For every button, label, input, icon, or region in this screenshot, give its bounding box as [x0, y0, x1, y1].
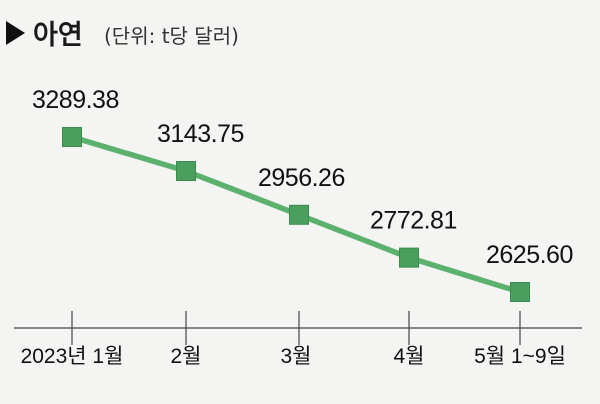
data-label-3: 2772.81 [370, 207, 457, 235]
x-tick-label-1: 2월 [171, 345, 202, 368]
chart-title: 아연 [33, 20, 83, 51]
x-tick-label-0: 2023년 1월 [21, 345, 124, 368]
data-point-0 [62, 127, 82, 147]
data-label-4: 2625.60 [486, 241, 573, 269]
data-point-4 [510, 282, 530, 302]
data-point-1 [176, 161, 196, 182]
x-tick-label-3: 4월 [394, 345, 425, 368]
plot-layer: 3289.38 3143.75 2956.26 2772.81 2625.60 2023년… [21, 86, 574, 368]
chart-unit: (단위: t당 달러) [104, 24, 239, 48]
x-tick-label-4: 5월 1~9일 [474, 345, 566, 368]
title-triangle-icon [6, 21, 25, 45]
data-label-0: 3289.38 [32, 86, 119, 114]
data-point-3 [399, 247, 419, 268]
x-tick-label-2: 3월 [281, 345, 312, 368]
data-label-2: 2956.26 [258, 164, 345, 192]
data-label-1: 3143.75 [157, 120, 244, 148]
data-point-2 [289, 204, 309, 225]
